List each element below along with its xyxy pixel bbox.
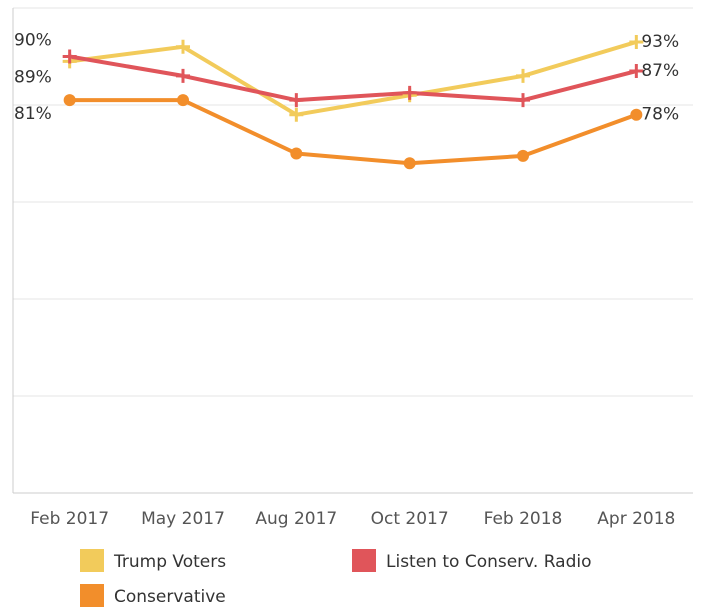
data-label: 90% (14, 31, 52, 51)
marker (516, 68, 530, 83)
marker (176, 39, 190, 54)
marker (63, 94, 76, 107)
legend-label: Conservative (114, 587, 226, 607)
data-label: 81% (14, 104, 52, 124)
data-label: 78% (641, 105, 679, 125)
marker (289, 93, 304, 108)
marker (290, 147, 303, 160)
marker (403, 157, 416, 170)
marker (177, 94, 189, 107)
data-label: 87% (641, 61, 679, 81)
x-tick-label: Oct 2017 (371, 509, 449, 529)
marker (176, 68, 190, 83)
marker (516, 93, 530, 108)
marker (62, 49, 77, 64)
legend-label: Trump Voters (113, 552, 226, 572)
x-tick-label: Apr 2018 (597, 509, 675, 529)
data-label: 89% (14, 67, 52, 87)
x-tick-label: Feb 2017 (30, 509, 109, 529)
series-line (69, 54, 637, 103)
legend-swatch (352, 549, 376, 572)
series-line (69, 40, 637, 117)
x-tick-label: Aug 2017 (255, 509, 337, 529)
legend-swatch (80, 549, 104, 572)
marker (517, 149, 529, 162)
legend-swatch (80, 584, 104, 607)
x-tick-label: May 2017 (141, 509, 225, 529)
x-tick-label: Feb 2018 (484, 509, 563, 529)
marker (629, 64, 644, 79)
data-label: 93% (641, 32, 679, 52)
marker (289, 107, 304, 122)
marker (630, 108, 643, 121)
marker (629, 34, 644, 49)
legend-label: Listen to Conserv. Radio (386, 552, 592, 572)
marker (402, 85, 417, 100)
series-line (69, 98, 638, 166)
